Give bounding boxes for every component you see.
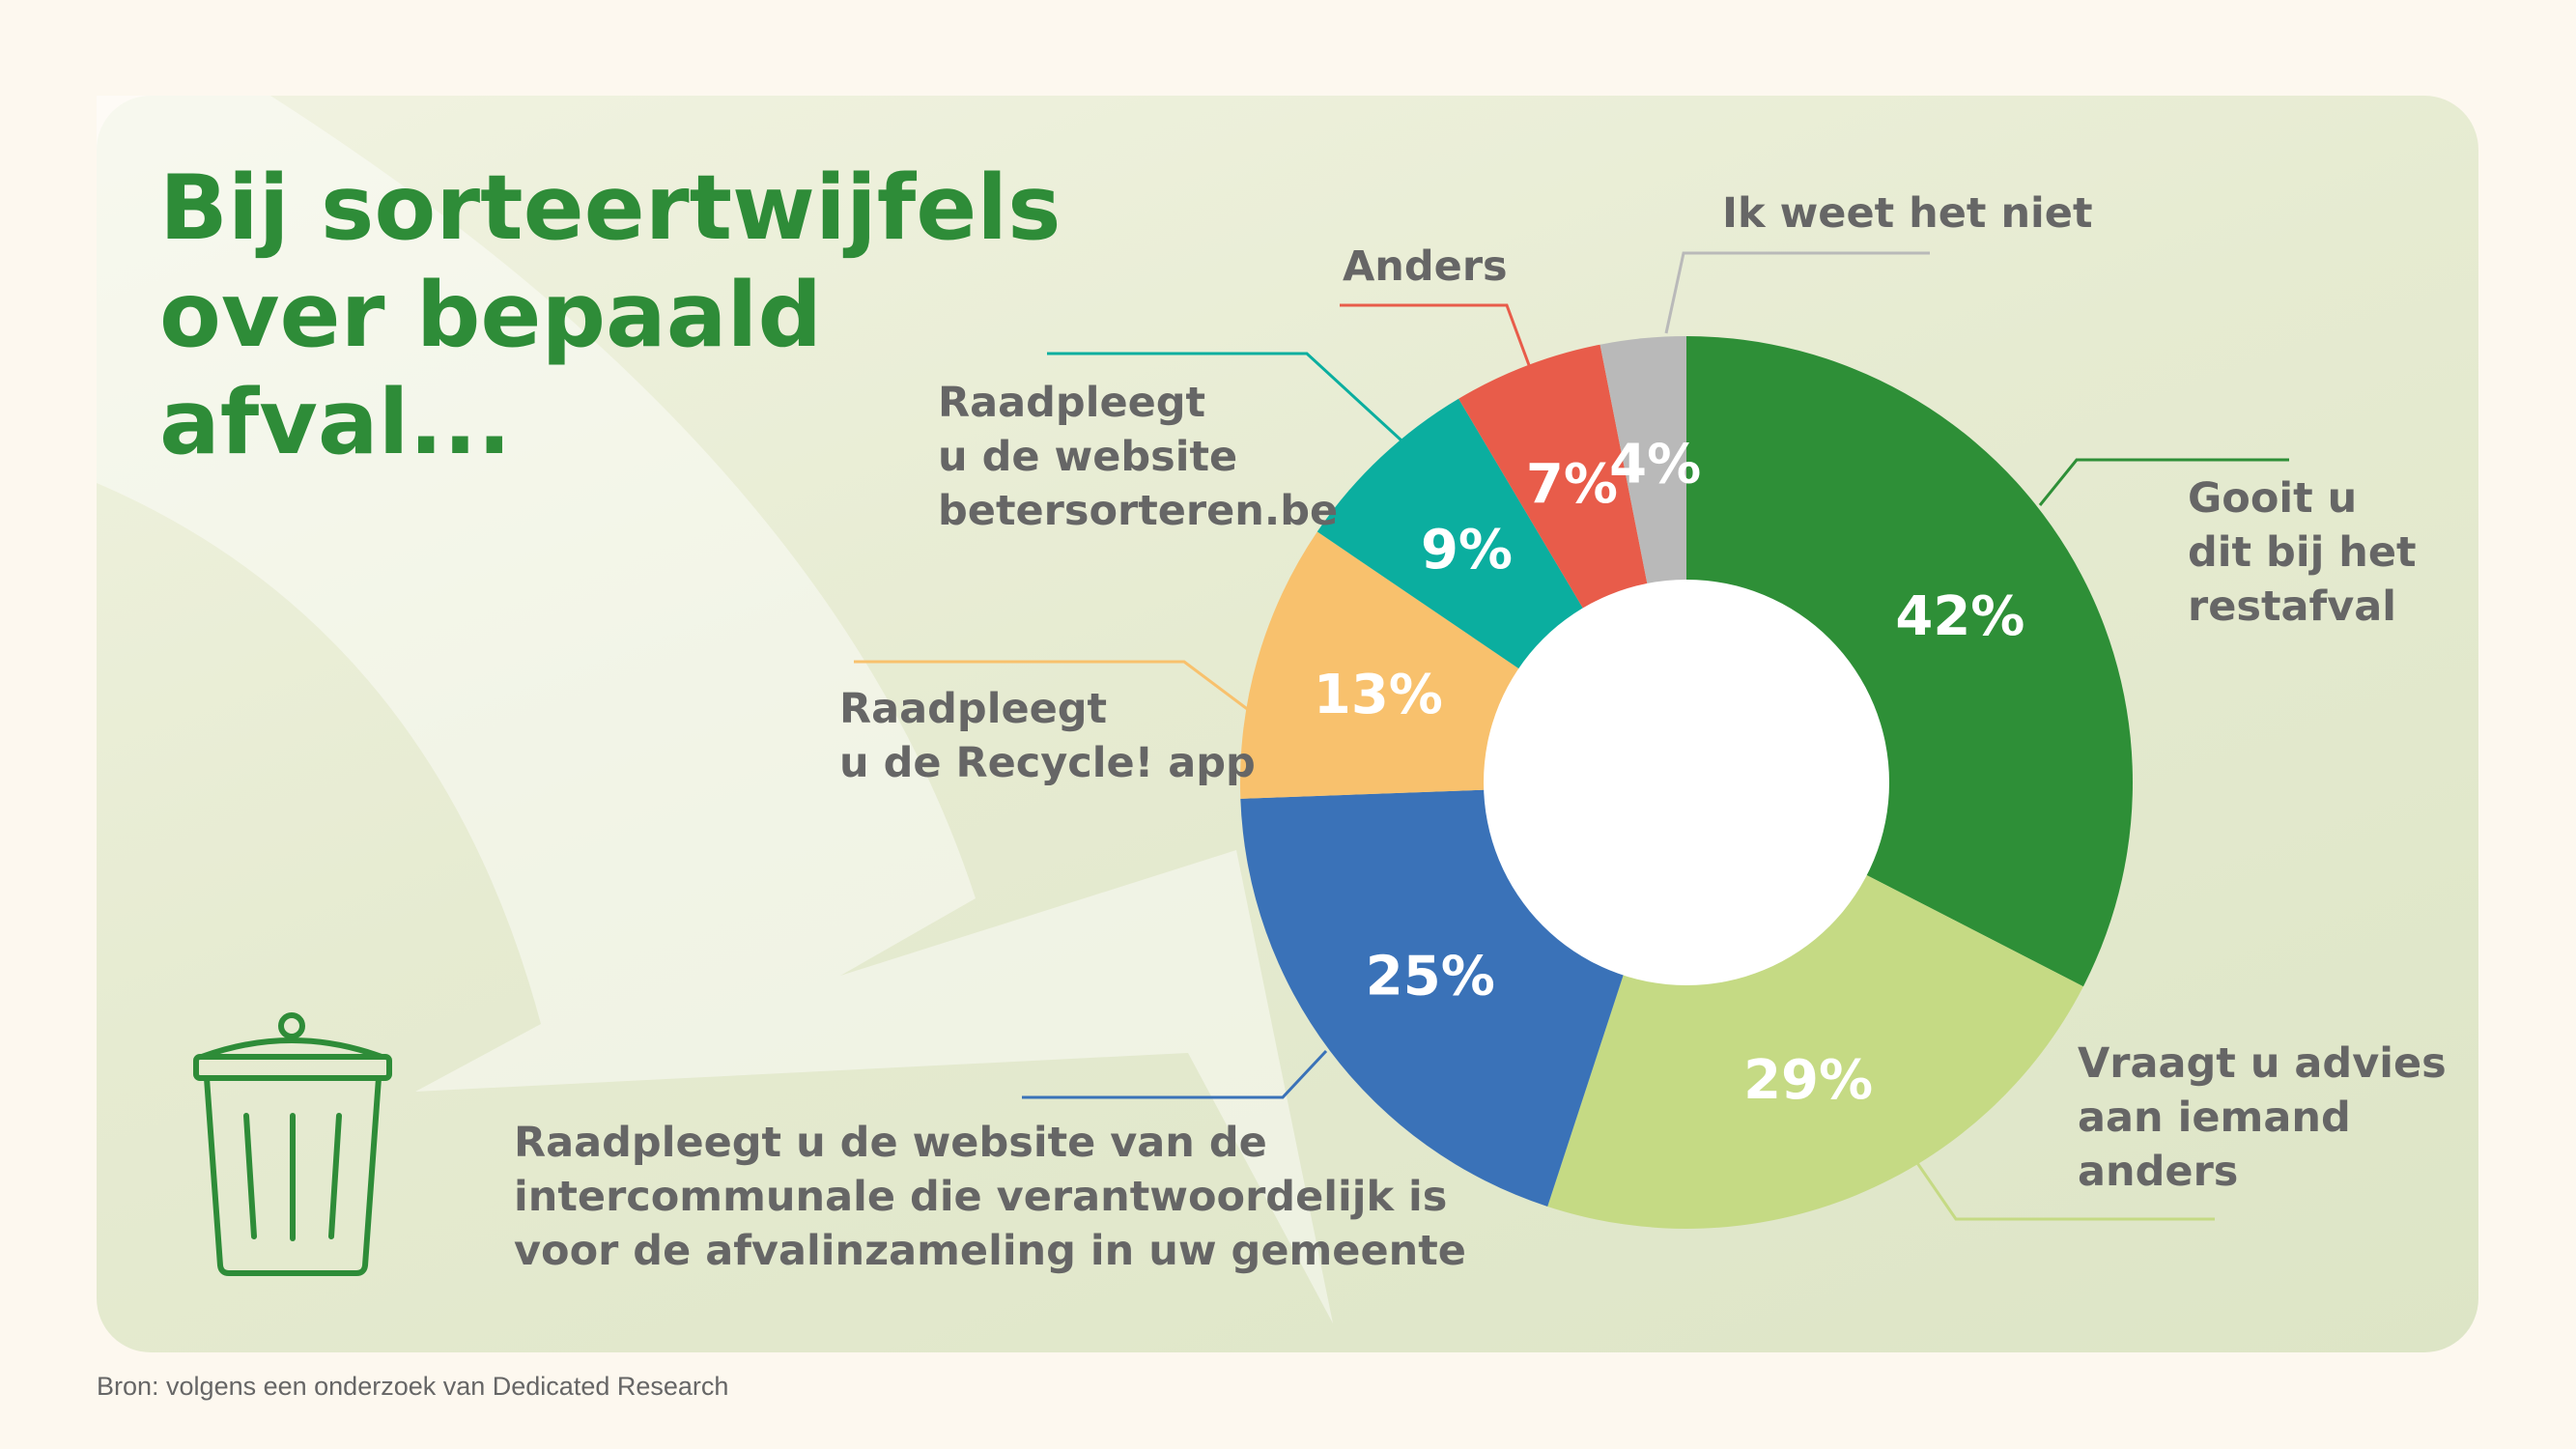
value-labels: 42% 29% 25% 13% 9%7%4% <box>1314 434 2025 1112</box>
legend-label-restafval: Gooit u dit bij het restafval <box>2188 471 2417 634</box>
slice-value-label: 25% <box>1366 946 1495 1009</box>
legend-label-line: voor de afvalinzameling in uw gemeente <box>514 1227 1466 1275</box>
leader-line <box>854 660 1251 713</box>
legend-label-line: Anders <box>1343 242 1508 291</box>
leader-line <box>1047 352 1403 442</box>
leader-line <box>1022 1049 1328 1099</box>
legend-label-line: u de Recycle! app <box>839 739 1256 787</box>
legend-label-anders: Anders <box>1343 240 1508 294</box>
donut-hole <box>1484 580 1889 985</box>
legend-label-betersorteren: Raadpleegt u de website betersorteren.be <box>938 376 1338 538</box>
legend-label-line: Ik weet het niet <box>1722 189 2093 238</box>
legend-label-line: Vraagt u advies <box>2078 1039 2447 1088</box>
leader-lines <box>854 251 2289 1221</box>
legend-label-line: intercommunale die verantwoordelijk is <box>514 1173 1448 1221</box>
trash-can-icon <box>193 1012 392 1276</box>
slice-value-label: 42% <box>1895 585 2024 648</box>
leader-line <box>1340 303 1531 366</box>
decorative-arrow <box>97 96 1333 1323</box>
legend-label-line: Raadpleegt u de website van de <box>514 1119 1267 1167</box>
legend-label-recycle-app: Raadpleegt u de Recycle! app <box>839 682 1256 790</box>
legend-label-advies: Vraagt u advies aan iemand anders <box>2078 1037 2447 1199</box>
legend-label-line: anders <box>2078 1148 2239 1196</box>
source-note: Bron: volgens een onderzoek van Dedicate… <box>97 1372 729 1401</box>
slice-value-label: 9% <box>1421 519 1513 582</box>
slice-value-label: 4% <box>1609 434 1701 497</box>
legend-label-line: betersorteren.be <box>938 487 1339 535</box>
slice-value-label: 13% <box>1314 664 1443 726</box>
legend-label-intercommunale: Raadpleegt u de website van de intercomm… <box>514 1116 1466 1278</box>
legend-label-weet-niet: Ik weet het niet <box>1722 186 2093 241</box>
legend-label-line: u de website <box>938 433 1238 481</box>
chart-title-line: over bepaald <box>159 263 823 367</box>
legend-label-line: aan iemand <box>2078 1094 2351 1142</box>
slice-value-label: 7% <box>1526 453 1618 516</box>
legend-label-line: dit bij het <box>2188 528 2417 577</box>
chart-title-line: Bij sorteertwijfels <box>159 156 1062 260</box>
slice-value-label: 29% <box>1743 1049 1873 1112</box>
legend-label-line: Gooit u <box>2188 474 2358 523</box>
leader-line <box>2038 458 2289 506</box>
chart-title: Bij sorteertwijfels over bepaald afval..… <box>159 155 1062 476</box>
legend-label-line: restafval <box>2188 582 2397 631</box>
leader-line <box>1903 1144 2215 1221</box>
leader-line <box>1664 251 1930 334</box>
chart-title-line: afval... <box>159 370 512 474</box>
legend-label-line: Raadpleegt <box>839 685 1108 733</box>
legend-label-line: Raadpleegt <box>938 379 1206 427</box>
